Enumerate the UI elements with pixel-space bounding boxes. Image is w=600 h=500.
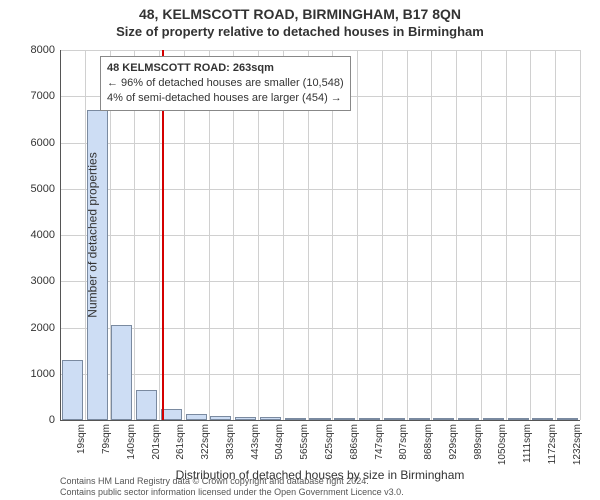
grid-line xyxy=(60,235,580,236)
annotation-line-1: 48 KELMSCOTT ROAD: 263sqm xyxy=(107,61,344,76)
grid-line xyxy=(506,50,507,420)
grid-line xyxy=(60,281,580,282)
x-tick-label: 261sqm xyxy=(175,424,186,460)
x-tick-label: 807sqm xyxy=(398,424,409,460)
x-tick-label: 1050sqm xyxy=(497,424,508,465)
grid-line xyxy=(481,50,482,420)
x-tick-label: 383sqm xyxy=(225,424,236,460)
page-title: 48, KELMSCOTT ROAD, BIRMINGHAM, B17 8QN xyxy=(0,6,600,22)
x-tick-label: 989sqm xyxy=(473,424,484,460)
annotation-box: 48 KELMSCOTT ROAD: 263sqm ← 96% of detac… xyxy=(100,56,351,111)
histogram-bar xyxy=(136,390,157,420)
histogram-bar xyxy=(161,409,182,420)
x-tick-label: 929sqm xyxy=(448,424,459,460)
x-tick-label: 19sqm xyxy=(76,424,87,454)
grid-line xyxy=(382,50,383,420)
y-tick-label: 6000 xyxy=(31,137,55,149)
grid-line xyxy=(407,50,408,420)
y-tick-label: 2000 xyxy=(31,322,55,334)
y-axis-label: Number of detached properties xyxy=(86,152,100,317)
histogram-bar xyxy=(111,325,132,420)
histogram-bar xyxy=(62,360,83,420)
x-tick-label: 686sqm xyxy=(349,424,360,460)
grid-line xyxy=(580,50,581,420)
y-axis-line xyxy=(60,50,61,420)
footer: Contains HM Land Registry data © Crown c… xyxy=(60,476,404,498)
grid-line xyxy=(530,50,531,420)
x-tick-label: 625sqm xyxy=(324,424,335,460)
grid-line xyxy=(60,50,580,51)
x-tick-label: 868sqm xyxy=(423,424,434,460)
y-tick-label: 5000 xyxy=(31,183,55,195)
y-tick-label: 7000 xyxy=(31,90,55,102)
y-tick-label: 0 xyxy=(49,414,55,426)
footer-line-2: Contains public sector information licen… xyxy=(60,487,404,498)
grid-line xyxy=(357,50,358,420)
y-tick-label: 8000 xyxy=(31,44,55,56)
y-tick-label: 1000 xyxy=(31,368,55,380)
footer-line-1: Contains HM Land Registry data © Crown c… xyxy=(60,476,404,487)
grid-line xyxy=(456,50,457,420)
x-axis-line xyxy=(60,420,580,421)
grid-line xyxy=(555,50,556,420)
y-tick-label: 4000 xyxy=(31,229,55,241)
x-tick-label: 565sqm xyxy=(299,424,310,460)
y-tick-label: 3000 xyxy=(31,275,55,287)
grid-line xyxy=(60,328,580,329)
grid-line xyxy=(60,374,580,375)
grid-line xyxy=(60,143,580,144)
page-subtitle: Size of property relative to detached ho… xyxy=(0,24,600,39)
x-tick-label: 140sqm xyxy=(126,424,137,460)
grid-line xyxy=(60,189,580,190)
annotation-line-2: ← 96% of detached houses are smaller (10… xyxy=(107,76,344,91)
annotation-line-3: 4% of semi-detached houses are larger (4… xyxy=(107,91,344,106)
chart-area: 01000200030004000500060007000800019sqm79… xyxy=(60,50,580,420)
grid-line xyxy=(431,50,432,420)
x-tick-label: 201sqm xyxy=(151,424,162,460)
x-tick-label: 1232sqm xyxy=(572,424,583,465)
x-tick-label: 1111sqm xyxy=(522,424,533,463)
x-tick-label: 504sqm xyxy=(274,424,285,460)
x-tick-label: 1172sqm xyxy=(547,424,558,464)
x-tick-label: 322sqm xyxy=(200,424,211,460)
x-tick-label: 747sqm xyxy=(374,424,385,460)
x-tick-label: 79sqm xyxy=(101,424,112,454)
x-tick-label: 443sqm xyxy=(250,424,261,460)
